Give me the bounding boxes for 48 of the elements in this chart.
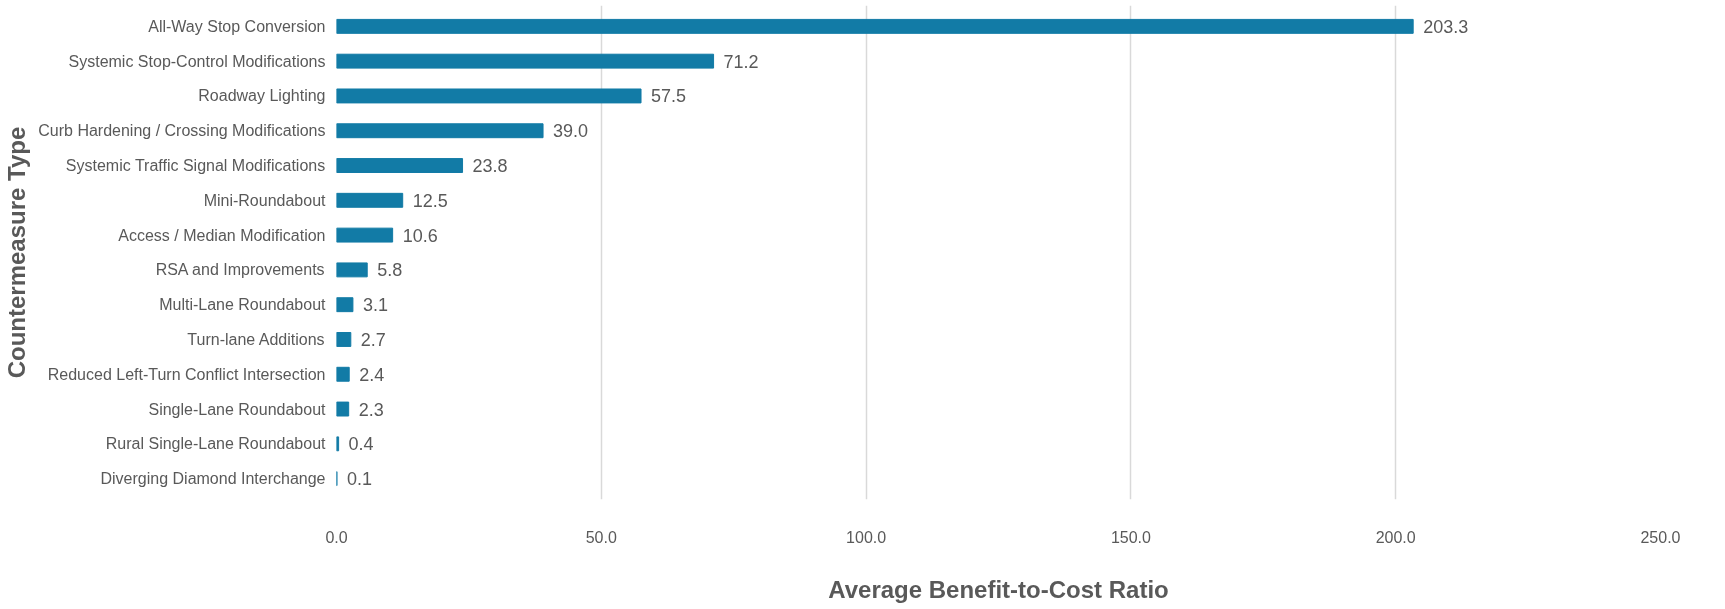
y-tick-label: Curb Hardening / Crossing Modifications (38, 122, 326, 140)
x-axis-title: Average Benefit-to-Cost Ratio (828, 575, 1169, 603)
data-label: 2.7 (360, 329, 386, 350)
data-label: 57.5 (651, 86, 687, 107)
data-label: 71.2 (723, 51, 759, 72)
data-label: 0.1 (347, 469, 373, 490)
bar (336, 123, 544, 139)
x-tick-label: 100.0 (846, 528, 887, 546)
bar (336, 18, 1414, 34)
y-tick-label: All-Way Stop Conversion (148, 17, 326, 35)
y-tick-label: Mini-Roundabout (203, 191, 327, 209)
bar (336, 227, 394, 243)
bar (336, 297, 354, 313)
y-axis-title: Countermeasure Type (3, 126, 31, 379)
y-tick-label: Turn-lane Additions (187, 330, 325, 348)
data-label: 203.3 (1423, 16, 1469, 37)
bar (336, 332, 352, 347)
y-tick-label: Reduced Left-Turn Conflict Intersection (47, 365, 326, 383)
y-tick-label: Roadway Lighting (198, 87, 326, 105)
data-label: 3.1 (362, 295, 388, 316)
bar (336, 192, 404, 208)
bar (336, 88, 642, 104)
y-tick-label: Systemic Stop-Control Modifications (68, 52, 326, 70)
data-label: 2.3 (358, 399, 384, 420)
x-tick-label: 250.0 (1640, 528, 1681, 546)
data-label: 10.6 (402, 225, 438, 246)
data-label: 5.8 (377, 260, 403, 281)
data-label: 23.8 (472, 156, 508, 177)
x-tick-label: 200.0 (1375, 528, 1416, 546)
y-tick-label: Diverging Diamond Interchange (100, 470, 326, 488)
x-tick-label: 0.0 (325, 528, 348, 546)
y-tick-label: Systemic Traffic Signal Modifications (65, 157, 326, 175)
bar (336, 53, 715, 69)
bar (336, 401, 350, 417)
data-label: 2.4 (359, 364, 385, 385)
data-label: 12.5 (412, 190, 448, 211)
x-tick-label: 150.0 (1110, 528, 1152, 546)
bar (336, 262, 368, 278)
x-tick-label: 50.0 (585, 528, 617, 546)
y-tick-label: Access / Median Modification (118, 226, 326, 244)
y-tick-label: Multi-Lane Roundabout (159, 296, 327, 314)
data-label: 39.0 (553, 121, 589, 142)
bar (336, 366, 350, 382)
y-tick-label: Single-Lane Roundabout (148, 400, 327, 418)
bar (336, 158, 464, 173)
y-tick-label: Rural Single-Lane Roundabout (105, 435, 327, 453)
data-label: 0.4 (348, 434, 374, 455)
y-tick-label: RSA and Improvements (155, 261, 325, 279)
